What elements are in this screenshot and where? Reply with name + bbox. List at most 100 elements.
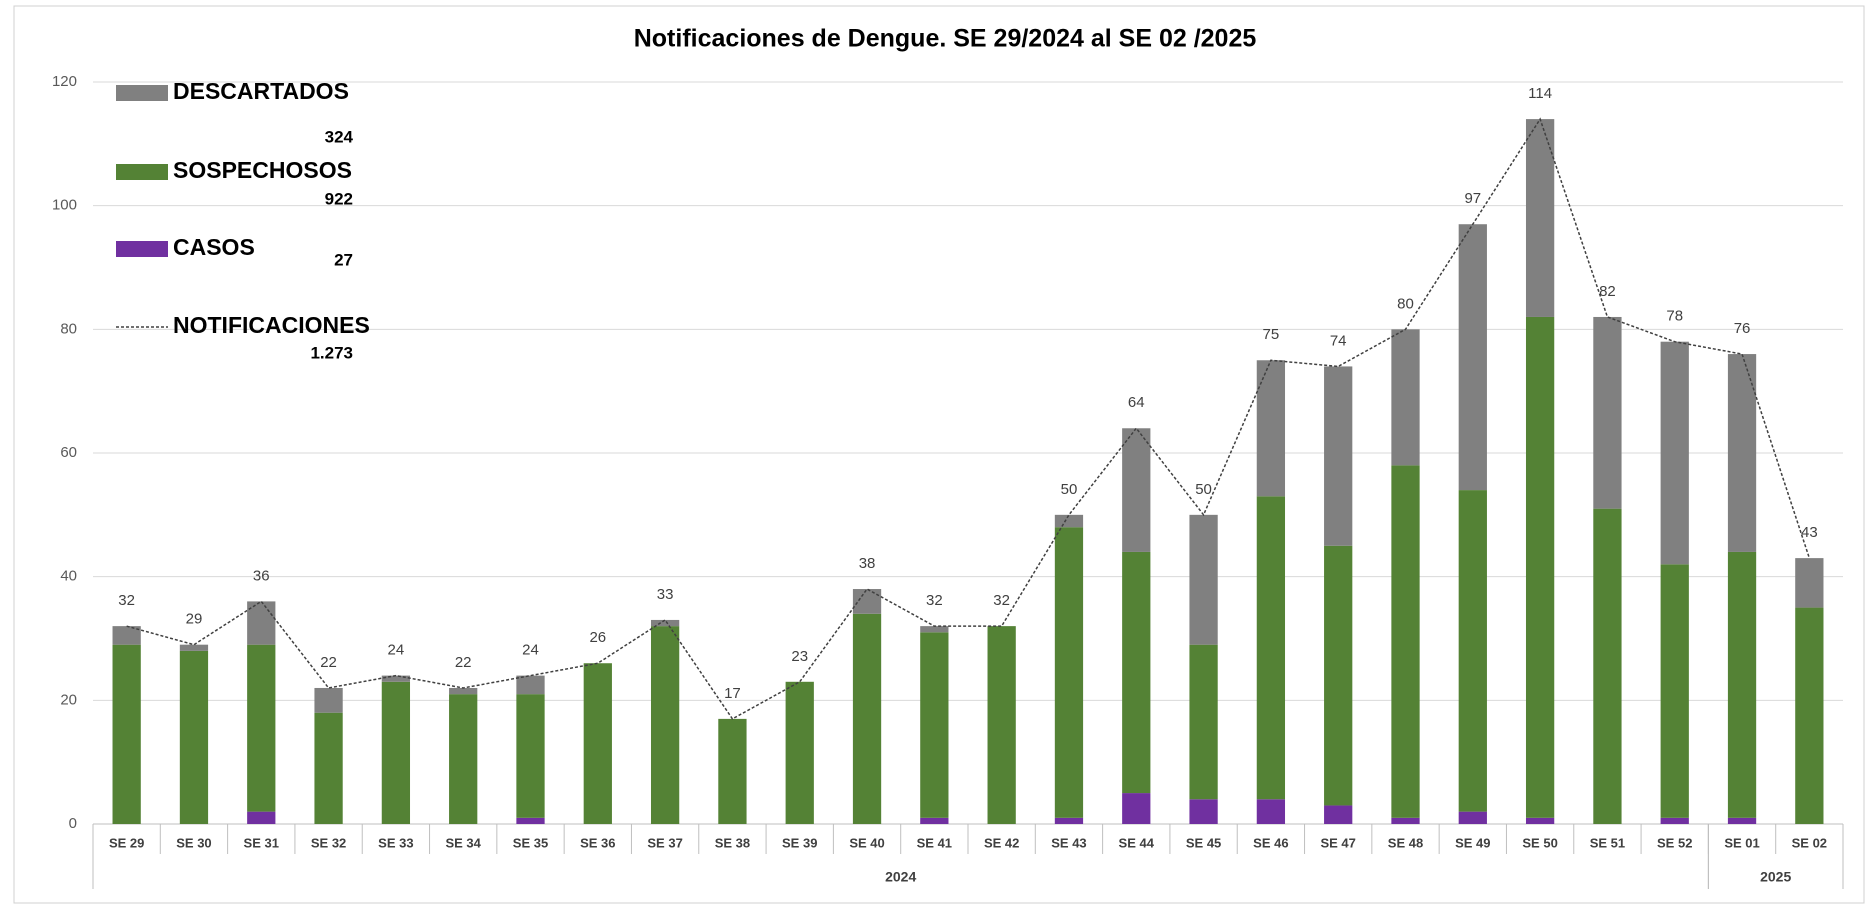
legend-swatch xyxy=(116,241,168,257)
y-tick-label: 80 xyxy=(60,320,77,337)
data-label: 24 xyxy=(388,642,405,659)
x-tick-label: SE 31 xyxy=(244,835,279,850)
data-label: 29 xyxy=(186,611,203,628)
bar-segment xyxy=(1122,793,1151,824)
bar-segment xyxy=(179,650,209,824)
x-tick-label: SE 41 xyxy=(917,835,952,850)
x-tick-label: SE 32 xyxy=(311,835,346,850)
data-label: 33 xyxy=(657,586,674,603)
bar-segment xyxy=(314,687,343,713)
bar-segment xyxy=(381,681,411,824)
bar-segment xyxy=(1795,558,1824,608)
bar-segment xyxy=(1391,465,1420,818)
x-tick-label: SE 45 xyxy=(1186,835,1221,850)
bar-segment xyxy=(1458,490,1487,812)
bar-segment xyxy=(1593,508,1622,824)
data-label: 50 xyxy=(1195,481,1212,498)
x-tick-label: SE 39 xyxy=(782,835,817,850)
data-label: 80 xyxy=(1397,295,1414,312)
bar-segment xyxy=(516,694,545,818)
data-label: 76 xyxy=(1734,320,1751,337)
x-tick-label: SE 51 xyxy=(1590,835,1625,850)
bar-segment xyxy=(1189,644,1218,800)
bar-segment xyxy=(1458,224,1487,491)
x-tick-label: SE 44 xyxy=(1119,835,1155,850)
bar-segment xyxy=(1324,545,1353,806)
data-label: 22 xyxy=(455,654,472,671)
bar-segment xyxy=(852,589,882,614)
legend-total: 324 xyxy=(325,127,354,146)
legend-total: 1.273 xyxy=(310,343,353,362)
data-label: 32 xyxy=(118,592,135,609)
bar-segment xyxy=(516,675,545,695)
x-tick-label: SE 37 xyxy=(647,835,682,850)
bar-segment xyxy=(1391,329,1420,466)
x-tick-label: SE 49 xyxy=(1455,835,1490,850)
y-tick-label: 20 xyxy=(60,691,77,708)
legend-label: DESCARTADOS xyxy=(173,78,349,104)
bar-segment xyxy=(112,626,141,645)
data-label: 78 xyxy=(1666,308,1683,325)
bar-segment xyxy=(650,619,680,627)
chart-title: Notificaciones de Dengue. SE 29/2024 al … xyxy=(634,25,1257,53)
data-label: 50 xyxy=(1061,481,1078,498)
x-tick-label: SE 36 xyxy=(580,835,615,850)
bar-segment xyxy=(381,675,411,682)
x-tick-label: SE 38 xyxy=(715,835,750,850)
x-tick-label: SE 30 xyxy=(176,835,211,850)
y-tick-label: 60 xyxy=(60,444,77,461)
x-tick-label: SE 46 xyxy=(1253,835,1288,850)
bar-segment xyxy=(920,632,949,818)
bar-segment xyxy=(1660,341,1689,565)
x-tick-label: SE 40 xyxy=(849,835,884,850)
data-label: 17 xyxy=(724,685,741,702)
bar-segment xyxy=(1054,527,1084,818)
bar-segment xyxy=(1122,551,1151,794)
bar-segment xyxy=(1727,354,1757,552)
x-tick-label: SE 42 xyxy=(984,835,1019,850)
bar-segment xyxy=(247,644,276,812)
bar-segment xyxy=(987,626,1016,824)
x-tick-label: SE 43 xyxy=(1051,835,1086,850)
data-label: 82 xyxy=(1599,283,1616,300)
x-tick-label: SE 52 xyxy=(1657,835,1692,850)
x-tick-label: SE 29 xyxy=(109,835,144,850)
data-label: 32 xyxy=(993,592,1010,609)
legend-label: CASOS xyxy=(173,234,255,260)
x-tick-label: SE 50 xyxy=(1522,835,1557,850)
bar-segment xyxy=(516,817,545,824)
bar-segment xyxy=(650,626,680,824)
bar-segment xyxy=(247,601,276,645)
bar-segment xyxy=(1054,817,1084,824)
legend-label: SOSPECHOSOS xyxy=(173,157,352,183)
x-tick-label: SE 01 xyxy=(1724,835,1759,850)
bar-segment xyxy=(1458,811,1487,824)
bar-segment xyxy=(785,681,814,824)
bar-segment xyxy=(583,663,612,824)
data-label: 22 xyxy=(320,654,337,671)
data-label: 75 xyxy=(1263,326,1280,343)
data-label: 26 xyxy=(589,629,606,646)
data-label: 74 xyxy=(1330,332,1347,349)
bar-segment xyxy=(1256,496,1286,800)
y-tick-label: 120 xyxy=(52,73,77,90)
group-label: 2025 xyxy=(1760,869,1791,885)
x-tick-label: SE 34 xyxy=(445,835,481,850)
x-tick-label: SE 35 xyxy=(513,835,548,850)
bar-segment xyxy=(1525,119,1555,317)
bar-segment xyxy=(1324,366,1353,546)
bar-segment xyxy=(920,626,949,633)
data-label: 43 xyxy=(1801,524,1818,541)
group-label: 2024 xyxy=(885,869,916,885)
data-label: 32 xyxy=(926,592,943,609)
bar-segment xyxy=(718,718,747,824)
bar-segment xyxy=(1256,360,1286,497)
data-label: 97 xyxy=(1464,190,1481,207)
bar-segment xyxy=(1189,799,1218,824)
bar-segment xyxy=(1727,551,1757,818)
legend-swatch xyxy=(116,85,168,101)
y-tick-label: 40 xyxy=(60,568,77,585)
x-tick-label: SE 33 xyxy=(378,835,413,850)
